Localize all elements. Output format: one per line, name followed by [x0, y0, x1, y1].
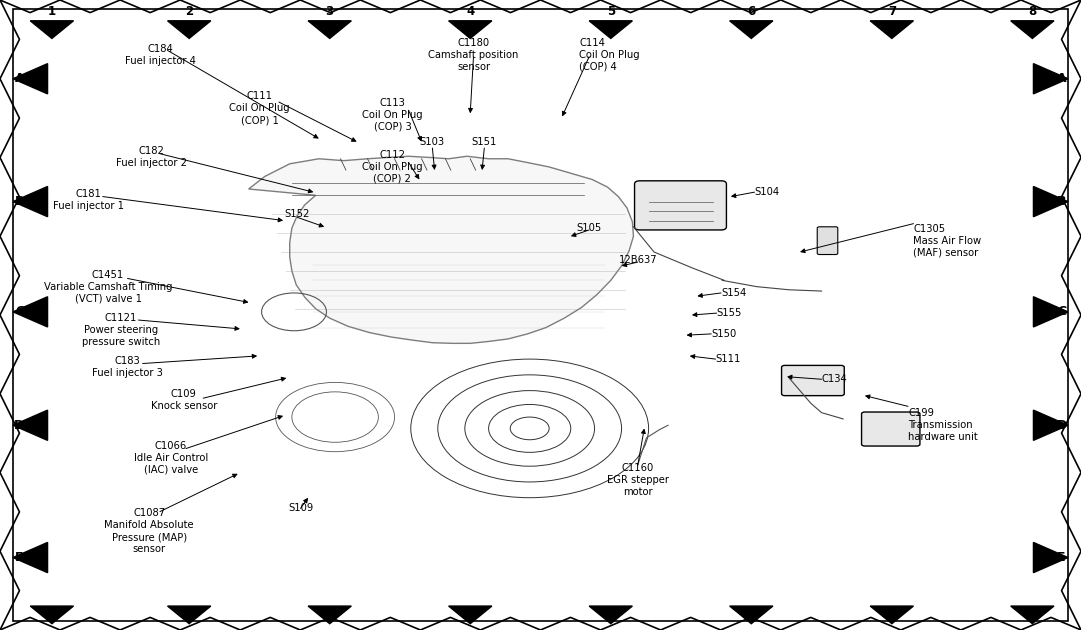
Text: C1087
Manifold Absolute
Pressure (MAP)
sensor: C1087 Manifold Absolute Pressure (MAP) s… — [105, 508, 193, 554]
Text: C112
Coil On Plug
(COP) 2: C112 Coil On Plug (COP) 2 — [362, 150, 423, 184]
Polygon shape — [1033, 410, 1068, 440]
Text: 4: 4 — [466, 5, 475, 18]
Polygon shape — [449, 606, 492, 624]
Text: S111: S111 — [716, 354, 740, 364]
Polygon shape — [589, 21, 632, 38]
Text: S150: S150 — [711, 329, 736, 339]
Text: S151: S151 — [471, 137, 497, 147]
Text: C134: C134 — [822, 374, 848, 384]
Polygon shape — [30, 21, 74, 38]
Text: C: C — [1057, 306, 1066, 318]
Text: B: B — [15, 195, 24, 208]
Text: 12B637: 12B637 — [618, 255, 657, 265]
Polygon shape — [1011, 21, 1054, 38]
Polygon shape — [13, 186, 48, 217]
Text: A: A — [1057, 72, 1066, 85]
Text: C1451
Variable Camshaft Timing
(VCT) valve 1: C1451 Variable Camshaft Timing (VCT) val… — [44, 270, 172, 304]
Polygon shape — [1033, 186, 1068, 217]
Text: C1160
EGR stepper
motor: C1160 EGR stepper motor — [606, 463, 669, 497]
Text: C182
Fuel injector 2: C182 Fuel injector 2 — [116, 146, 187, 168]
Polygon shape — [168, 21, 211, 38]
Text: C1180
Camshaft position
sensor: C1180 Camshaft position sensor — [428, 38, 519, 72]
PathPatch shape — [249, 156, 633, 343]
Text: C1305
Mass Air Flow
(MAF) sensor: C1305 Mass Air Flow (MAF) sensor — [913, 224, 982, 258]
FancyBboxPatch shape — [635, 181, 726, 230]
Text: S104: S104 — [755, 187, 779, 197]
FancyBboxPatch shape — [862, 412, 920, 446]
Polygon shape — [1033, 297, 1068, 327]
Text: S105: S105 — [576, 223, 602, 233]
Text: 7: 7 — [888, 5, 896, 18]
Polygon shape — [449, 21, 492, 38]
Text: S109: S109 — [288, 503, 313, 513]
Text: 1: 1 — [48, 5, 56, 18]
FancyBboxPatch shape — [817, 227, 838, 255]
Text: C111
Coil On Plug
(COP) 1: C111 Coil On Plug (COP) 1 — [229, 91, 290, 125]
Text: C184
Fuel injector 4: C184 Fuel injector 4 — [124, 44, 196, 66]
Polygon shape — [168, 606, 211, 624]
Text: 3: 3 — [325, 5, 334, 18]
Text: D: D — [1056, 419, 1067, 432]
Polygon shape — [30, 606, 74, 624]
Text: C114
Coil On Plug
(COP) 4: C114 Coil On Plug (COP) 4 — [579, 38, 640, 72]
Text: 2: 2 — [185, 5, 193, 18]
Text: A: A — [15, 72, 24, 85]
FancyBboxPatch shape — [782, 365, 844, 396]
Text: S103: S103 — [419, 137, 445, 147]
Text: C1121
Power steering
pressure switch: C1121 Power steering pressure switch — [82, 313, 160, 347]
Polygon shape — [730, 21, 773, 38]
Polygon shape — [13, 410, 48, 440]
Polygon shape — [870, 21, 913, 38]
Text: S152: S152 — [284, 209, 310, 219]
Text: C1066
Idle Air Control
(IAC) valve: C1066 Idle Air Control (IAC) valve — [134, 441, 208, 475]
Text: C: C — [15, 306, 24, 318]
Text: C181
Fuel injector 1: C181 Fuel injector 1 — [53, 189, 124, 211]
Text: S155: S155 — [717, 308, 742, 318]
Polygon shape — [308, 606, 351, 624]
Polygon shape — [1033, 542, 1068, 573]
Polygon shape — [589, 606, 632, 624]
Text: D: D — [14, 419, 25, 432]
Polygon shape — [1033, 64, 1068, 94]
Polygon shape — [13, 542, 48, 573]
Polygon shape — [870, 606, 913, 624]
Polygon shape — [13, 64, 48, 94]
Text: C199
Transmission
hardware unit: C199 Transmission hardware unit — [908, 408, 978, 442]
Polygon shape — [730, 606, 773, 624]
Polygon shape — [1011, 606, 1054, 624]
Text: 6: 6 — [747, 5, 756, 18]
Text: C113
Coil On Plug
(COP) 3: C113 Coil On Plug (COP) 3 — [362, 98, 423, 132]
Polygon shape — [308, 21, 351, 38]
Text: C183
Fuel injector 3: C183 Fuel injector 3 — [92, 356, 163, 378]
Text: 8: 8 — [1028, 5, 1037, 18]
Text: 5: 5 — [606, 5, 615, 18]
Text: B: B — [1057, 195, 1066, 208]
Text: E: E — [1057, 551, 1066, 564]
Text: C109
Knock sensor: C109 Knock sensor — [150, 389, 217, 411]
Polygon shape — [13, 297, 48, 327]
Text: E: E — [15, 551, 24, 564]
Text: S154: S154 — [721, 288, 746, 298]
